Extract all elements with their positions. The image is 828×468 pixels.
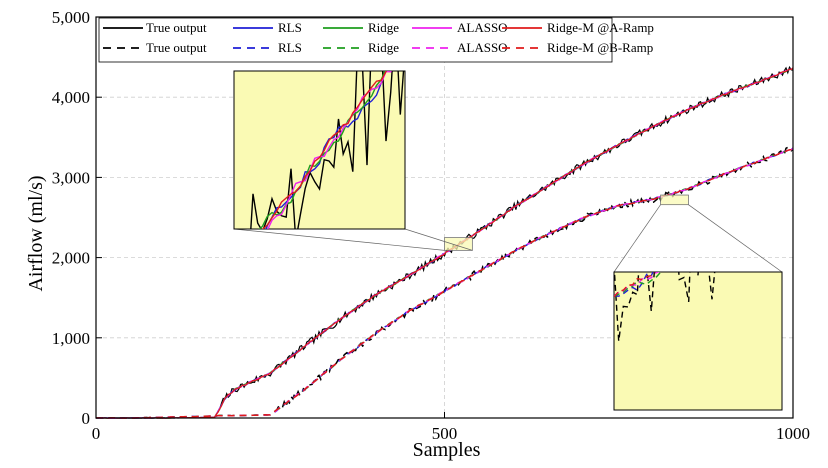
- inset-series-line-2: [258, 71, 386, 229]
- x-tick-label: 1000: [776, 424, 810, 443]
- y-tick-label: 4,000: [52, 88, 90, 107]
- zoom-panel: [233, 70, 406, 230]
- y-axis-title: Airflow (ml/s): [25, 175, 47, 291]
- grid: [96, 17, 793, 418]
- y-tick-label: 0: [82, 409, 91, 428]
- legend: True output RLS Ridge ALASSO Ridge-M @A-Ramp…: [98, 17, 654, 63]
- y-tick-label: 3,000: [52, 168, 90, 187]
- y-tick-label: 1,000: [52, 329, 90, 348]
- zoom-connector: [613, 204, 661, 273]
- legend-label: Ridge-M @B-Ramp: [547, 40, 653, 55]
- zoom-source-box: [444, 237, 473, 251]
- x-axis-title: Samples: [413, 439, 481, 461]
- inset-series-line-0: [250, 71, 405, 229]
- zoom-source-box: [660, 194, 689, 206]
- legend-label: ALASSO: [457, 40, 508, 55]
- insets: [233, 70, 783, 411]
- legend-label: True output: [146, 20, 207, 35]
- legend-box: [98, 17, 613, 63]
- legend-label: True output: [146, 40, 207, 55]
- x-tick-label: 500: [432, 424, 458, 443]
- zoom-connector: [404, 228, 473, 251]
- inset-series-line-7: [614, 272, 662, 298]
- series-line-b-ramp-9: [96, 148, 794, 419]
- legend-label: ALASSO: [457, 20, 508, 35]
- legend-label: RLS: [278, 40, 302, 55]
- legend-label: RLS: [278, 20, 302, 35]
- inset-series-line-1: [265, 71, 386, 229]
- inset-series-line-5: [614, 272, 716, 342]
- legend-label: Ridge-M @A-Ramp: [547, 20, 654, 35]
- inset-series-line-4: [262, 71, 388, 229]
- inset-series-line-9: [614, 272, 655, 298]
- legend-label: Ridge: [368, 40, 399, 55]
- ticks: 0 1,000 2,000 3,000 4,000 5,000 0 500 1000: [52, 8, 810, 443]
- y-tick-label: 5,000: [52, 8, 90, 27]
- legend-label: Ridge: [368, 20, 399, 35]
- inset-a-ramp: [233, 70, 473, 251]
- inset-b-ramp: [613, 194, 783, 411]
- x-tick-label: 0: [92, 424, 101, 443]
- series-line-b-ramp-5: [95, 146, 794, 419]
- y-tick-label: 2,000: [52, 249, 90, 268]
- zoom-panel: [613, 271, 783, 411]
- zoom-connector: [688, 204, 783, 273]
- zoom-connector: [233, 228, 445, 251]
